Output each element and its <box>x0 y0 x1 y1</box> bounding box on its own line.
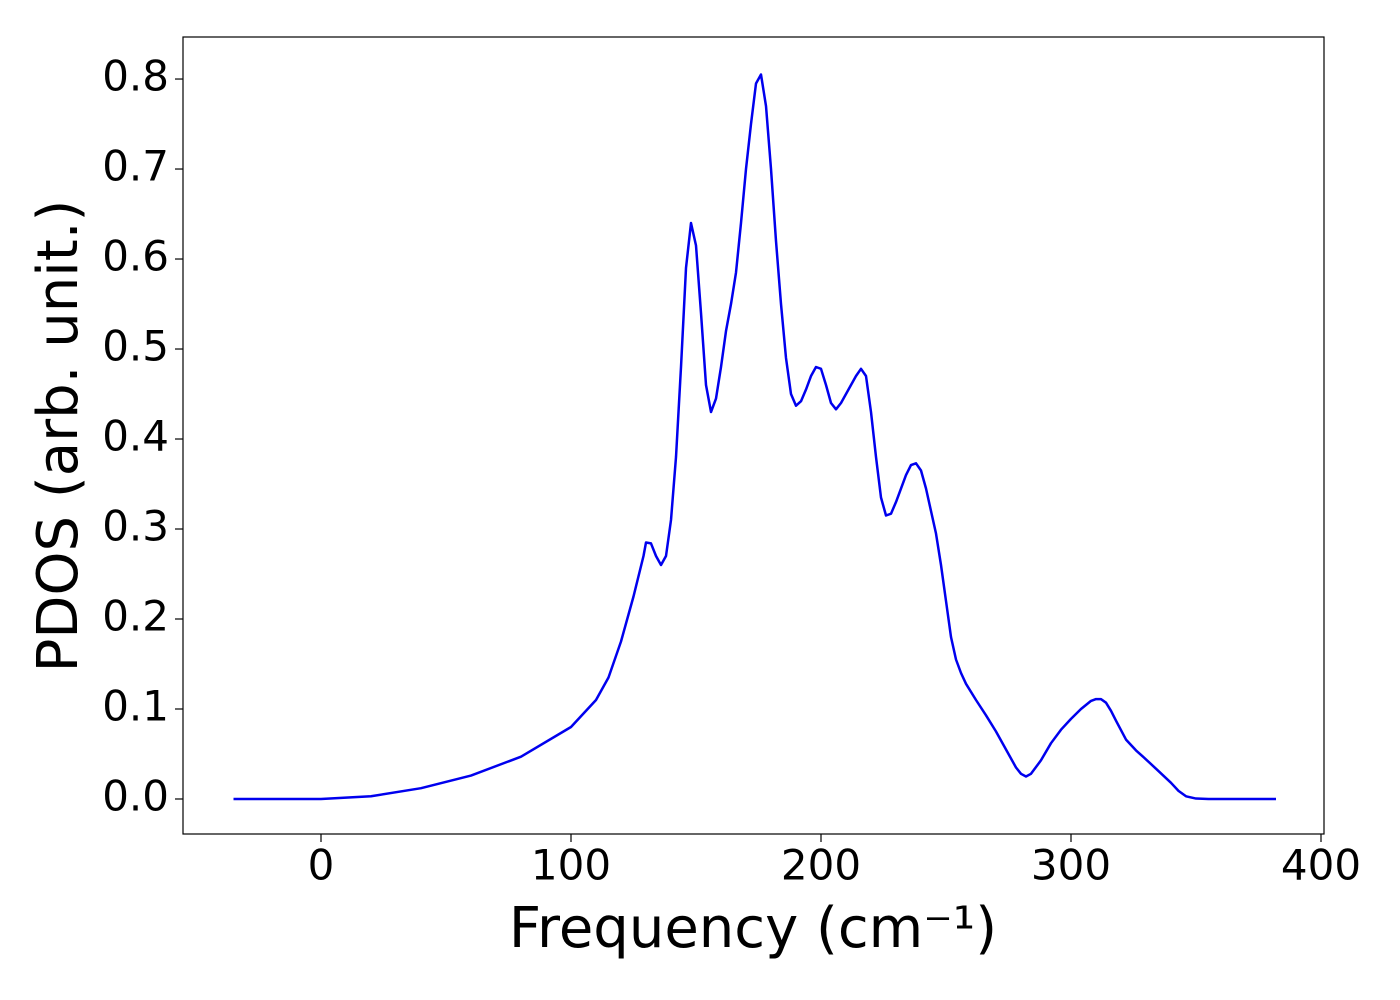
plot-frame <box>182 36 1325 835</box>
y-tick-label: 0.7 <box>102 142 169 191</box>
y-tick-label: 0.5 <box>102 322 169 371</box>
y-tick-label: 0.0 <box>102 771 169 820</box>
y-tick-label: 0.8 <box>102 52 169 101</box>
x-tick-label: 200 <box>781 841 861 890</box>
y-tick-label: 0.1 <box>102 681 169 730</box>
x-tick-label: 100 <box>531 841 611 890</box>
x-axis-label: Frequency (cm⁻¹) <box>509 896 997 961</box>
y-tick-label: 0.3 <box>102 502 169 551</box>
y-tick-label: 0.2 <box>102 592 169 641</box>
x-tick-label: 300 <box>1031 841 1111 890</box>
x-tick-label: 0 <box>308 841 335 890</box>
y-axis-label: PDOS (arb. unit.) <box>26 200 91 673</box>
y-tick-label: 0.6 <box>102 232 169 281</box>
data-line <box>233 73 1276 801</box>
x-tick-label: 400 <box>1281 841 1361 890</box>
y-tick-label: 0.4 <box>102 412 169 461</box>
